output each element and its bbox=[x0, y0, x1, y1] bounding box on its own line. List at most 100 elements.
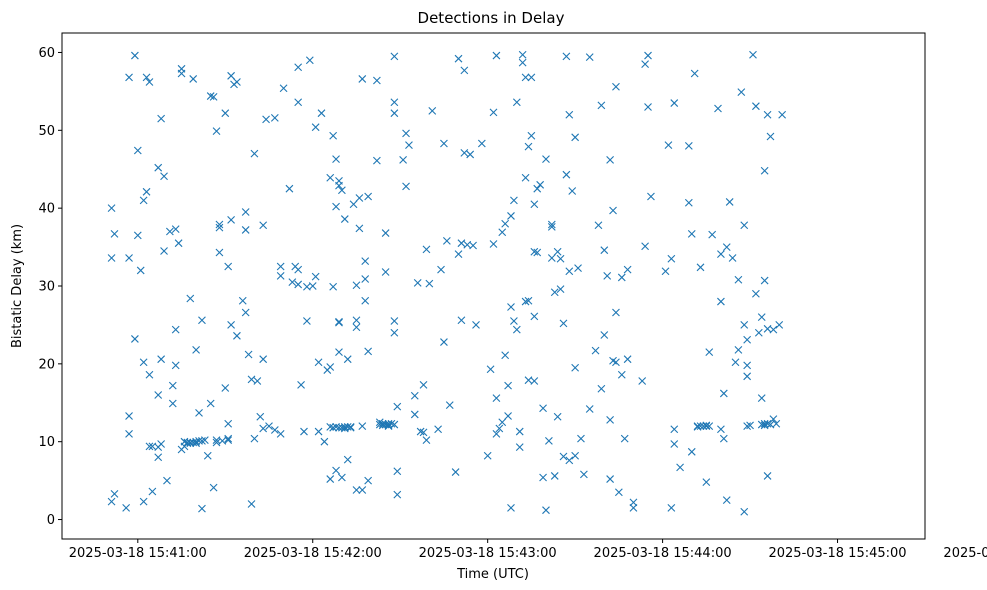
data-point bbox=[154, 163, 163, 172]
data-point bbox=[574, 264, 582, 272]
data-point bbox=[154, 453, 163, 462]
data-point bbox=[617, 273, 626, 282]
data-point bbox=[594, 221, 603, 230]
x-tick-label: 2025-03-18 15:45:00 bbox=[768, 546, 906, 561]
data-point bbox=[641, 242, 649, 251]
data-point bbox=[215, 220, 224, 229]
data-point bbox=[320, 437, 329, 446]
data-point bbox=[130, 335, 139, 343]
data-point bbox=[206, 399, 215, 408]
data-point bbox=[623, 355, 632, 364]
data-point bbox=[425, 279, 434, 288]
data-point bbox=[224, 262, 233, 271]
data-point bbox=[186, 439, 195, 448]
data-point bbox=[670, 425, 679, 434]
data-point bbox=[606, 416, 615, 424]
data-point bbox=[743, 372, 752, 381]
data-point bbox=[743, 335, 752, 344]
data-point bbox=[276, 262, 285, 271]
data-point bbox=[209, 483, 218, 492]
data-point bbox=[133, 146, 142, 155]
data-point bbox=[512, 98, 521, 107]
data-point bbox=[107, 497, 116, 506]
data-point bbox=[667, 503, 676, 512]
data-point bbox=[577, 434, 585, 443]
data-point bbox=[579, 470, 588, 479]
data-point bbox=[241, 308, 250, 317]
data-point bbox=[559, 319, 568, 328]
data-point bbox=[585, 405, 594, 413]
data-point bbox=[507, 503, 515, 512]
data-point bbox=[221, 384, 230, 392]
data-point bbox=[288, 278, 297, 286]
data-point bbox=[571, 451, 580, 460]
data-point bbox=[326, 423, 335, 431]
data-point bbox=[183, 438, 192, 447]
data-point bbox=[125, 254, 133, 262]
data-point bbox=[364, 347, 373, 356]
data-point bbox=[174, 239, 183, 248]
data-point bbox=[457, 239, 466, 248]
x-axis-ticks: 2025-03-18 15:41:00 2025-03-18 15:42:00 20… bbox=[69, 539, 987, 561]
data-point bbox=[177, 64, 186, 73]
data-point bbox=[163, 476, 171, 485]
data-point bbox=[107, 254, 116, 262]
data-point bbox=[612, 82, 620, 91]
data-point bbox=[390, 109, 399, 118]
data-point bbox=[472, 321, 480, 329]
data-point bbox=[763, 472, 772, 480]
data-point bbox=[224, 434, 233, 443]
data-point bbox=[358, 422, 367, 431]
data-point bbox=[346, 423, 355, 431]
data-point bbox=[612, 358, 620, 367]
data-point bbox=[530, 200, 539, 209]
data-point bbox=[693, 422, 702, 431]
data-point bbox=[524, 142, 533, 151]
data-point bbox=[504, 381, 512, 390]
data-point bbox=[437, 265, 445, 274]
data-point bbox=[227, 321, 235, 329]
data-point bbox=[565, 456, 574, 465]
data-point bbox=[719, 434, 728, 443]
data-point bbox=[402, 129, 410, 138]
data-point bbox=[757, 394, 766, 402]
data-point bbox=[445, 401, 454, 409]
data-point bbox=[297, 380, 305, 389]
data-point bbox=[276, 430, 285, 438]
data-point bbox=[256, 412, 265, 421]
data-point bbox=[661, 267, 670, 276]
data-point bbox=[335, 318, 343, 327]
data-point bbox=[410, 410, 419, 419]
data-point bbox=[136, 266, 145, 275]
data-point bbox=[527, 73, 536, 82]
data-point bbox=[343, 455, 352, 464]
data-point bbox=[209, 92, 218, 101]
data-point bbox=[743, 422, 752, 431]
data-point bbox=[556, 285, 565, 294]
data-point bbox=[294, 63, 303, 72]
data-point bbox=[743, 361, 752, 370]
data-point bbox=[717, 425, 725, 434]
data-point bbox=[746, 421, 754, 430]
data-point bbox=[349, 200, 358, 209]
data-point bbox=[670, 440, 679, 448]
data-point bbox=[428, 106, 437, 115]
data-point bbox=[372, 76, 381, 85]
y-axis-ticks: 0 10 20 30 40 50 60 bbox=[38, 46, 62, 528]
data-point bbox=[157, 440, 166, 448]
data-point bbox=[466, 150, 475, 159]
data-point bbox=[361, 275, 370, 283]
data-point bbox=[524, 296, 533, 305]
data-point bbox=[358, 486, 367, 494]
data-point bbox=[110, 489, 119, 498]
data-point bbox=[329, 282, 338, 291]
data-point bbox=[600, 331, 609, 339]
data-point bbox=[442, 236, 451, 245]
data-points bbox=[107, 50, 787, 516]
data-point bbox=[145, 442, 154, 451]
data-point bbox=[734, 345, 743, 354]
x-tick-label: 2025-03-18 15:43:00 bbox=[419, 546, 557, 561]
data-point bbox=[410, 391, 419, 400]
